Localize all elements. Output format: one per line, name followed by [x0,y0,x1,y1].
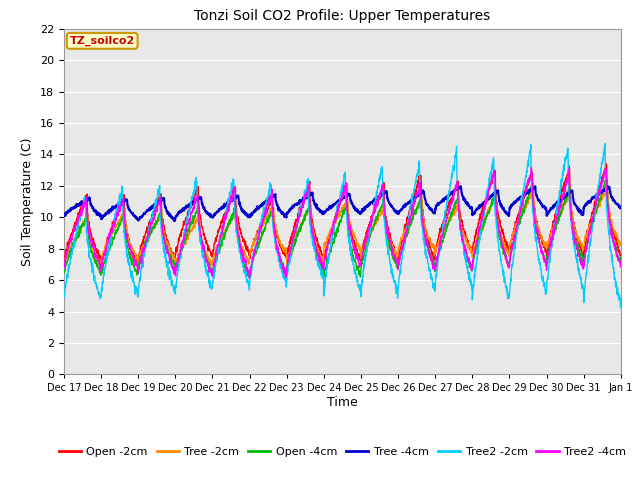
X-axis label: Time: Time [327,396,358,409]
Title: Tonzi Soil CO2 Profile: Upper Temperatures: Tonzi Soil CO2 Profile: Upper Temperatur… [195,10,490,24]
Text: TZ_soilco2: TZ_soilco2 [70,36,135,46]
Y-axis label: Soil Temperature (C): Soil Temperature (C) [22,137,35,266]
Legend: Open -2cm, Tree -2cm, Open -4cm, Tree -4cm, Tree2 -2cm, Tree2 -4cm: Open -2cm, Tree -2cm, Open -4cm, Tree -4… [54,442,630,461]
